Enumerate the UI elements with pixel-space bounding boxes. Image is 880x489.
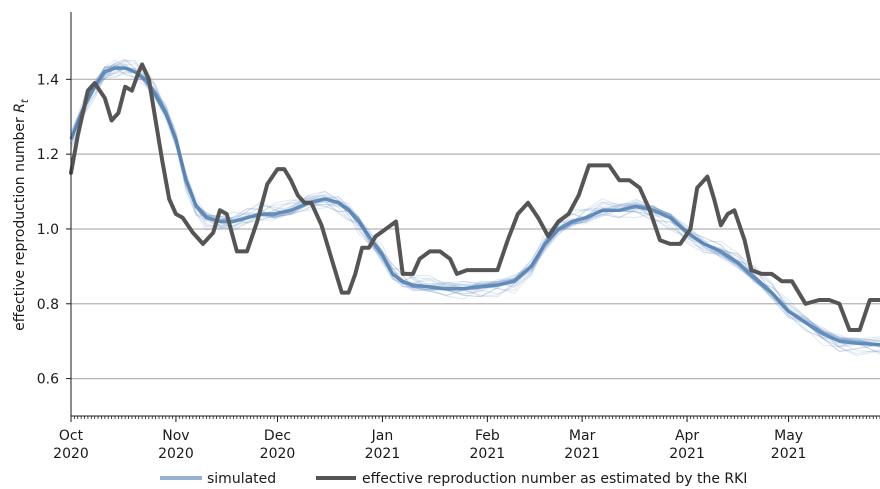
y-tick-label: 1.4: [37, 72, 59, 88]
x-tick-label-year: 2021: [669, 446, 705, 462]
x-tick-label-year: 2020: [53, 446, 89, 462]
simulated-mean-line: [69, 66, 880, 347]
simulated-realisation-line: [70, 63, 880, 353]
y-tick-label: 1.0: [37, 222, 59, 238]
legend-label-rki: effective reproduction number as estimat…: [362, 471, 747, 487]
simulated-ensemble: [70, 58, 880, 357]
axes: [70, 12, 880, 417]
x-ticks: Oct 2020 Nov 2020 Dec 2020 Jan 2021 Feb 2021 Mar 20…: [53, 416, 880, 462]
x-tick-label-month: Dec: [264, 428, 291, 444]
legend: simulated effective reproduction number …: [160, 471, 747, 487]
y-axis-label: effective reproduction number Rt: [12, 98, 31, 331]
simulated-realisation-line: [70, 65, 880, 354]
x-tick-label-month: Apr: [675, 428, 699, 444]
x-tick-label-year: 2020: [260, 446, 296, 462]
rki-estimate-line: [69, 62, 880, 332]
x-tick-label-month: Nov: [162, 428, 189, 444]
x-tick-label-month: May: [774, 428, 803, 444]
x-tick-label-year: 2021: [564, 446, 600, 462]
x-tick-label-month: Feb: [475, 428, 500, 444]
x-tick-label-year: 2020: [158, 446, 194, 462]
simulated-realisation-line: [70, 68, 880, 341]
y-axis-label-symbol: R: [12, 103, 28, 113]
x-tick-label-year: 2021: [470, 446, 506, 462]
simulated-realisation-line: [70, 64, 880, 355]
series-lines: [69, 62, 880, 347]
x-tick-label-year: 2021: [365, 446, 401, 462]
simulated-realisation-line: [70, 71, 880, 340]
legend-label-simulated: simulated: [207, 471, 276, 487]
y-axis-label-subscript: t: [20, 98, 31, 103]
y-axis-label-text: effective reproduction number: [12, 117, 28, 331]
x-tick-label-month: Oct: [59, 428, 84, 444]
x-tick-label-month: Mar: [569, 428, 596, 444]
simulated-realisation-line: [70, 59, 880, 357]
y-tick-label: 1.2: [37, 147, 59, 163]
y-tick-label: 0.6: [37, 372, 59, 388]
simulated-realisation-line: [70, 59, 880, 348]
x-tick-label-year: 2021: [771, 446, 807, 462]
y-ticks: 0.6 0.8 1.0 1.2 1.4: [37, 72, 71, 388]
y-tick-label: 0.8: [37, 297, 59, 313]
x-tick-label-month: Jan: [371, 428, 394, 444]
gridlines: [71, 78, 880, 380]
